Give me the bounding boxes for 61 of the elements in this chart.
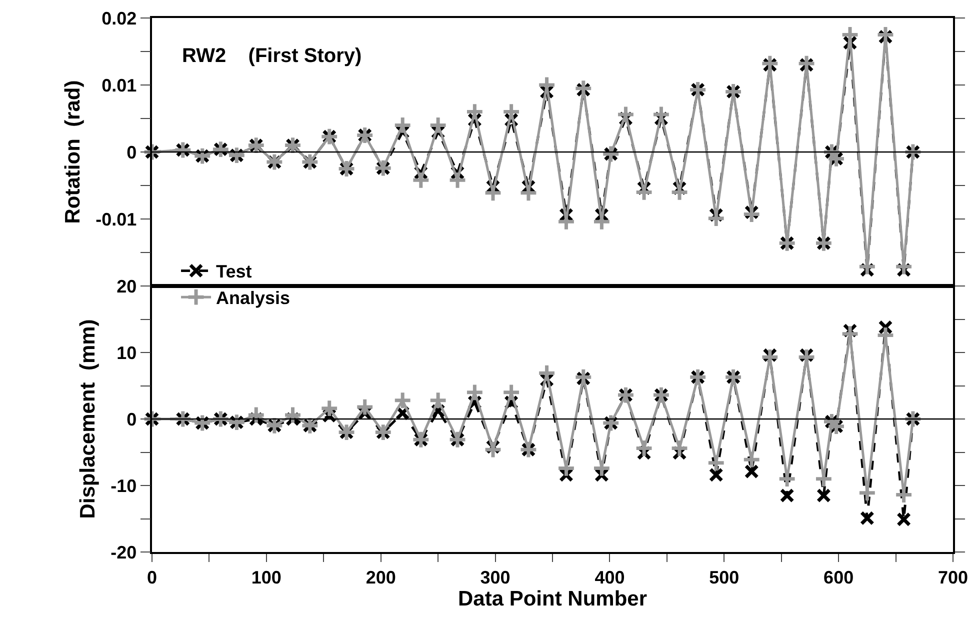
point [876, 25, 895, 44]
y-tick-label: 10 [116, 342, 137, 363]
point [537, 364, 556, 383]
point [519, 183, 538, 202]
point [860, 510, 874, 526]
x-tick-label: 100 [251, 567, 282, 588]
y-axis-title: Displacement (mm) [76, 319, 100, 519]
legend-label: Test [216, 262, 252, 282]
x-axis-title: Data Point Number [458, 587, 648, 610]
x-tick-label: 700 [938, 567, 968, 588]
point [634, 182, 654, 202]
point [744, 464, 759, 479]
point [670, 182, 689, 202]
point [246, 406, 266, 424]
point [465, 102, 484, 122]
point [742, 450, 762, 470]
point [484, 183, 502, 202]
y-tick-label: 20 [116, 276, 137, 296]
point [894, 257, 914, 276]
annotation: RW2 (First Story) [182, 45, 362, 67]
point [428, 390, 448, 410]
y-axis-title: Rotation (rad) [61, 80, 84, 224]
y-tick-label: -20 [110, 542, 137, 562]
point [616, 105, 636, 124]
legend-label: Analysis [216, 288, 290, 308]
point [592, 458, 612, 478]
point [283, 406, 302, 424]
point [411, 170, 430, 190]
x-tick-label: 600 [824, 567, 854, 588]
x-tick-label: 0 [146, 567, 158, 588]
point [574, 368, 593, 387]
y-tick-label: 0.02 [102, 8, 137, 28]
point [320, 398, 339, 418]
point [556, 458, 576, 478]
point [708, 468, 724, 482]
y-tick-label: 0 [126, 409, 137, 430]
x-tick-label: 500 [709, 567, 740, 588]
point [393, 390, 412, 410]
point [428, 116, 448, 135]
point [502, 102, 521, 122]
point [393, 116, 412, 135]
point [484, 440, 502, 460]
y-tick-label: 0 [126, 142, 137, 162]
point [448, 170, 467, 190]
point [634, 438, 654, 458]
x-tick-label: 200 [366, 567, 396, 588]
point [670, 438, 689, 458]
point [355, 398, 374, 416]
point [840, 25, 860, 44]
point [896, 512, 912, 527]
y-tick-label: -10 [110, 476, 137, 496]
point [502, 382, 521, 402]
x-tick-label: 400 [594, 567, 625, 588]
x-tick-label: 300 [480, 567, 510, 588]
point [465, 382, 484, 402]
y-tick-label: -0.01 [96, 209, 137, 230]
y-tick-label: 0.01 [102, 75, 137, 96]
point [780, 488, 794, 503]
point [816, 488, 831, 503]
point [706, 453, 726, 472]
point [652, 105, 671, 124]
